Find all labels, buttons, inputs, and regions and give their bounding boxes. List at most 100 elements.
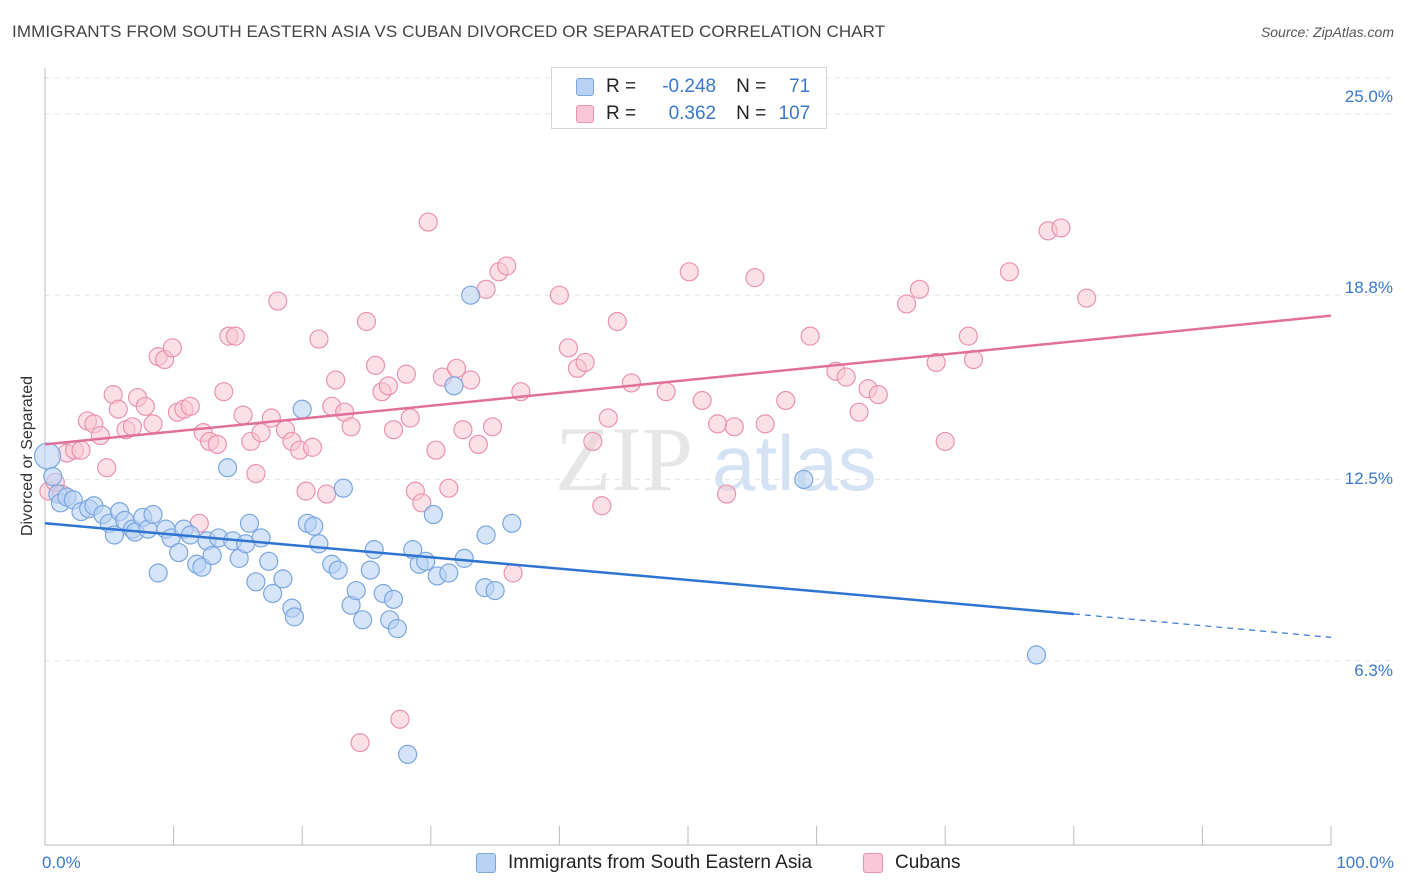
cubans-point — [365, 355, 386, 375]
n-label: N = — [736, 76, 767, 97]
sea-point — [439, 563, 459, 583]
sea-point — [423, 504, 443, 525]
r-label: R = — [606, 76, 637, 97]
cubans-point — [350, 733, 370, 753]
cubans-point — [716, 484, 737, 504]
cubans-point — [233, 405, 253, 425]
cubans-point — [1051, 218, 1071, 238]
cubans-point — [935, 431, 955, 452]
sea-point — [43, 466, 63, 487]
cubans-point — [400, 408, 420, 428]
stats-legend-row-cubans: R = 0.362 N = 107 — [576, 101, 810, 127]
sea-legend-swatch — [476, 853, 496, 873]
x-tick-label-min: 0.0% — [42, 853, 81, 872]
y-tick-label: 6.3% — [1354, 661, 1393, 680]
sea-point — [461, 285, 481, 305]
sea-point — [284, 607, 305, 627]
sea-point — [346, 580, 366, 601]
cubans-point — [607, 311, 627, 332]
stats-legend: R = -0.248 N = 71 R = 0.362 N = 107 — [551, 67, 827, 129]
cubans-point — [317, 484, 337, 504]
sea-point — [273, 569, 293, 589]
cubans-point — [90, 425, 110, 446]
cubans-point — [378, 376, 398, 396]
cubans-legend-swatch — [863, 853, 883, 873]
chart-title: IMMIGRANTS FROM SOUTH EASTERN ASIA VS CU… — [12, 22, 886, 41]
cubans-point — [309, 329, 329, 349]
cubans-point — [868, 385, 888, 405]
cubans-point — [461, 370, 481, 390]
cubans-swatch — [576, 105, 594, 123]
r-value: 0.362 — [668, 103, 717, 124]
cubans-point — [439, 478, 459, 498]
cubans-point — [776, 390, 796, 411]
cubans-point — [621, 373, 642, 393]
sea-point — [251, 528, 271, 548]
cubans-point — [122, 417, 143, 437]
sea-point — [328, 560, 348, 580]
sea-point — [239, 513, 260, 533]
cubans-point — [583, 431, 603, 452]
sea-point — [383, 589, 404, 609]
sea-point — [263, 583, 283, 604]
sea-point — [1026, 645, 1047, 665]
sea-point — [292, 399, 312, 419]
grid-lines — [45, 77, 1392, 662]
cubans-point — [426, 440, 446, 460]
cubans-point — [497, 256, 517, 276]
sea-swatch — [576, 78, 594, 96]
cubans-point — [396, 364, 416, 384]
n-value: 107 — [778, 103, 811, 124]
n-value: 71 — [789, 76, 811, 97]
sea-point — [33, 442, 62, 470]
sea-point — [333, 478, 353, 498]
legend-item-sea[interactable]: Immigrants from South Eastern Asia — [476, 852, 812, 874]
cubans-point — [999, 262, 1020, 282]
cubans-point — [108, 399, 128, 419]
sea-point — [309, 534, 329, 554]
sea-point — [353, 610, 373, 630]
n-label: N = — [736, 103, 767, 124]
sea-point — [485, 580, 505, 601]
cubans-point — [707, 414, 728, 434]
cubans-point — [225, 326, 245, 346]
sea-trend-line — [44, 522, 1074, 616]
cubans-point — [214, 382, 234, 402]
sea-point — [398, 744, 418, 764]
cubans-point — [341, 417, 361, 437]
sea-point — [364, 540, 384, 560]
cubans-point — [909, 279, 930, 299]
cubans-point — [97, 458, 117, 478]
chart-source: Source: ZipAtlas.com — [1260, 24, 1394, 40]
sea-point — [476, 525, 496, 545]
legend-item-cubans[interactable]: Cubans — [863, 852, 961, 874]
cubans-point — [836, 367, 856, 387]
cubans-point — [679, 262, 699, 282]
cubans-point — [1077, 288, 1097, 308]
cubans-legend-label: Cubans — [895, 852, 961, 873]
cubans-point — [897, 294, 917, 314]
sea-point — [444, 376, 464, 396]
cubans-point — [482, 417, 503, 437]
cubans-point — [598, 408, 618, 428]
sea-point — [246, 572, 266, 592]
cubans-point — [558, 338, 579, 358]
sea-point — [454, 548, 474, 568]
cubans-point — [926, 352, 946, 373]
stats-legend-row-sea: R = -0.248 N = 71 — [576, 74, 810, 100]
cubans-point — [302, 437, 323, 457]
cubans-point — [958, 326, 978, 346]
sea-points — [33, 285, 1047, 764]
sea-point — [143, 504, 163, 525]
cubans-point — [468, 434, 488, 454]
sea-point — [259, 551, 279, 571]
y-tick-label: 12.5% — [1344, 469, 1393, 488]
y-axis-label: Divorced or Separated — [19, 375, 36, 537]
r-label: R = — [606, 103, 637, 124]
sea-point — [169, 542, 189, 563]
watermark-zip: ZIP — [555, 408, 693, 510]
x-tick-label-max: 100.0% — [1336, 853, 1394, 872]
cubans-point — [412, 493, 432, 513]
cubans-point — [575, 352, 595, 373]
